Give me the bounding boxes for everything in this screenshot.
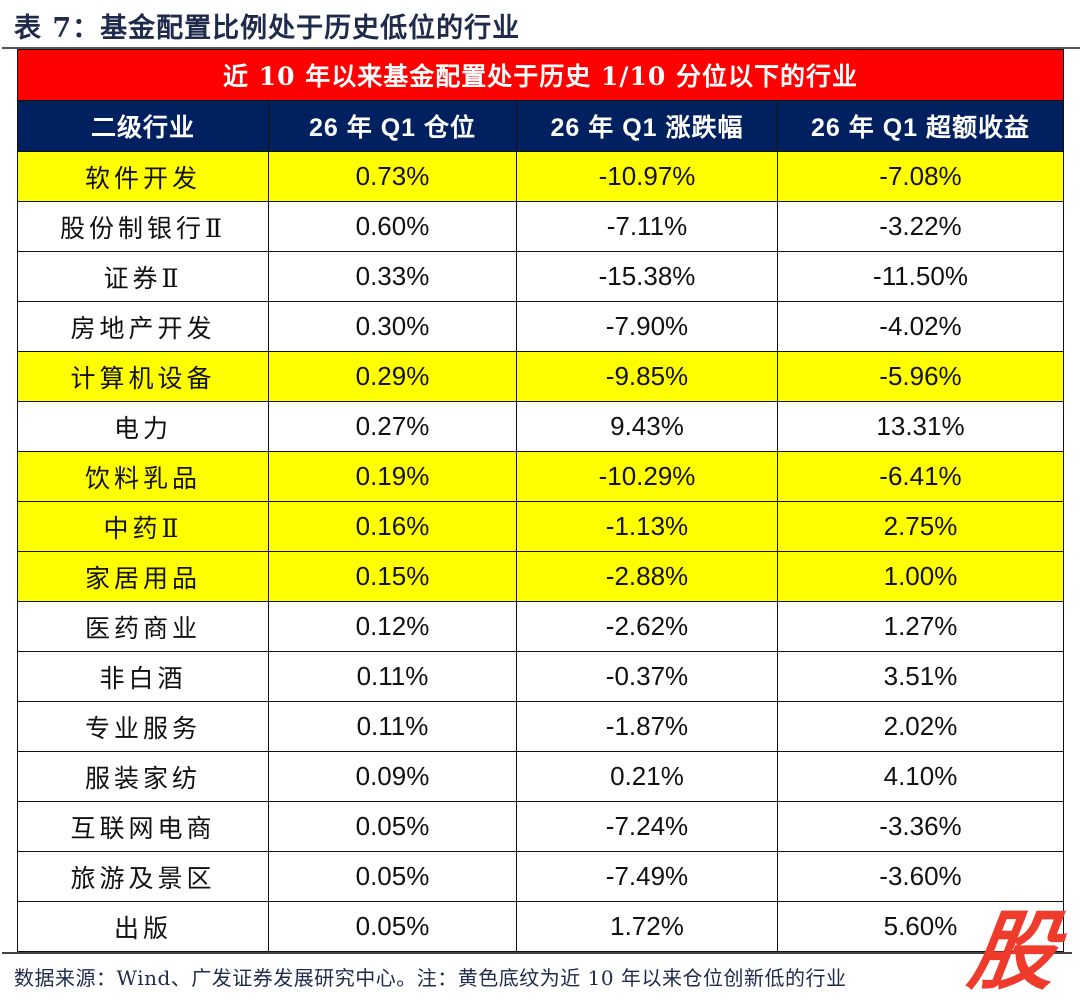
change-cell: 0.21%	[516, 751, 778, 802]
change-cell: -7.90%	[516, 301, 778, 352]
industry-cell: 中药Ⅱ	[17, 501, 269, 552]
excess-return-cell: -7.08%	[777, 151, 1064, 202]
excess-return-cell: 2.75%	[777, 501, 1064, 552]
table-row: 股份制银行Ⅱ 0.60% -7.11% -3.22%	[17, 201, 1064, 252]
excess-return-cell: 4.10%	[777, 751, 1064, 802]
change-cell: -7.49%	[516, 851, 778, 902]
position-cell: 0.60%	[268, 201, 517, 252]
industry-cell: 股份制银行Ⅱ	[17, 201, 269, 252]
change-cell: -10.29%	[516, 451, 778, 502]
table-row: 出版 0.05% 1.72% 5.60%	[17, 901, 1064, 952]
table-row: 专业服务 0.11% -1.87% 2.02%	[17, 701, 1064, 752]
position-cell: 0.12%	[268, 601, 517, 652]
change-cell: -0.37%	[516, 651, 778, 702]
excess-return-cell: -3.22%	[777, 201, 1064, 252]
position-cell: 0.05%	[268, 851, 517, 902]
table-row: 家居用品 0.15% -2.88% 1.00%	[17, 551, 1064, 602]
excess-return-cell: -6.41%	[777, 451, 1064, 502]
position-cell: 0.11%	[268, 651, 517, 702]
industry-cell: 软件开发	[17, 151, 269, 202]
industry-cell: 计算机设备	[17, 351, 269, 402]
excess-return-cell: 5.60%	[777, 901, 1064, 952]
position-cell: 0.33%	[268, 251, 517, 302]
excess-return-cell: -5.96%	[777, 351, 1064, 402]
table-caption: 表 7：基金配置比例处于历史低位的行业	[14, 13, 521, 44]
position-cell: 0.05%	[268, 901, 517, 952]
industry-cell: 电力	[17, 401, 269, 452]
position-cell: 0.30%	[268, 301, 517, 352]
position-cell: 0.29%	[268, 351, 517, 402]
change-cell: -10.97%	[516, 151, 778, 202]
change-cell: -2.62%	[516, 601, 778, 652]
table-row: 软件开发 0.73% -10.97% -7.08%	[17, 151, 1064, 202]
position-cell: 0.11%	[268, 701, 517, 752]
table-header-row: 二级行业 26 年 Q1 仓位 26 年 Q1 涨跌幅 26 年 Q1 超额收益	[17, 100, 1064, 152]
industry-cell: 服装家纺	[17, 751, 269, 802]
excess-return-cell: 3.51%	[777, 651, 1064, 702]
excess-return-cell: 2.02%	[777, 701, 1064, 752]
table-row: 医药商业 0.12% -2.62% 1.27%	[17, 601, 1064, 652]
excess-return-cell: -11.50%	[777, 251, 1064, 302]
industry-cell: 房地产开发	[17, 301, 269, 352]
table-row: 饮料乳品 0.19% -10.29% -6.41%	[17, 451, 1064, 502]
excess-return-cell: -4.02%	[777, 301, 1064, 352]
low-allocation-industries-table: 近 10 年以来基金配置处于历史 1/10 分位以下的行业 二级行业 26 年 …	[17, 49, 1064, 952]
watermark-logo-icon: 股	[963, 902, 1064, 1002]
table-row: 电力 0.27% 9.43% 13.31%	[17, 401, 1064, 452]
industry-cell: 出版	[17, 901, 269, 952]
table-row: 旅游及景区 0.05% -7.49% -3.60%	[17, 851, 1064, 902]
change-cell: -2.88%	[516, 551, 778, 602]
excess-return-cell: 13.31%	[777, 401, 1064, 452]
table-row: 证券Ⅱ 0.33% -15.38% -11.50%	[17, 251, 1064, 302]
change-cell: -15.38%	[516, 251, 778, 302]
excess-return-cell: -3.60%	[777, 851, 1064, 902]
industry-cell: 家居用品	[17, 551, 269, 602]
change-cell: -9.85%	[516, 351, 778, 402]
change-cell: 1.72%	[516, 901, 778, 952]
change-cell: -7.11%	[516, 201, 778, 252]
industry-cell: 互联网电商	[17, 801, 269, 852]
table-row: 中药Ⅱ 0.16% -1.13% 2.75%	[17, 501, 1064, 552]
change-cell: -1.87%	[516, 701, 778, 752]
industry-cell: 饮料乳品	[17, 451, 269, 502]
position-cell: 0.15%	[268, 551, 517, 602]
top-rule-divider	[2, 47, 1080, 49]
table-row: 房地产开发 0.30% -7.90% -4.02%	[17, 301, 1064, 352]
table-banner-row: 近 10 年以来基金配置处于历史 1/10 分位以下的行业	[17, 49, 1064, 101]
table-row: 非白酒 0.11% -0.37% 3.51%	[17, 651, 1064, 702]
industry-cell: 证券Ⅱ	[17, 251, 269, 302]
table-row: 服装家纺 0.09% 0.21% 4.10%	[17, 751, 1064, 802]
excess-return-cell: -3.36%	[777, 801, 1064, 852]
table-banner: 近 10 年以来基金配置处于历史 1/10 分位以下的行业	[17, 49, 1064, 101]
change-cell: 9.43%	[516, 401, 778, 452]
column-header-industry: 二级行业	[17, 100, 269, 152]
column-header-position: 26 年 Q1 仓位	[268, 100, 517, 152]
table-row: 互联网电商 0.05% -7.24% -3.36%	[17, 801, 1064, 852]
position-cell: 0.19%	[268, 451, 517, 502]
position-cell: 0.27%	[268, 401, 517, 452]
industry-cell: 非白酒	[17, 651, 269, 702]
industry-cell: 专业服务	[17, 701, 269, 752]
position-cell: 0.05%	[268, 801, 517, 852]
excess-return-cell: 1.00%	[777, 551, 1064, 602]
table-row: 计算机设备 0.29% -9.85% -5.96%	[17, 351, 1064, 402]
industry-cell: 医药商业	[17, 601, 269, 652]
bottom-rule-divider	[2, 952, 1072, 954]
industry-cell: 旅游及景区	[17, 851, 269, 902]
source-note: 数据来源：Wind、广发证券发展研究中心。注：黄色底纹为近 10 年以来仓位创新…	[14, 966, 847, 990]
position-cell: 0.09%	[268, 751, 517, 802]
position-cell: 0.73%	[268, 151, 517, 202]
change-cell: -1.13%	[516, 501, 778, 552]
column-header-change: 26 年 Q1 涨跌幅	[516, 100, 778, 152]
excess-return-cell: 1.27%	[777, 601, 1064, 652]
position-cell: 0.16%	[268, 501, 517, 552]
column-header-excess-return: 26 年 Q1 超额收益	[777, 100, 1064, 152]
change-cell: -7.24%	[516, 801, 778, 852]
